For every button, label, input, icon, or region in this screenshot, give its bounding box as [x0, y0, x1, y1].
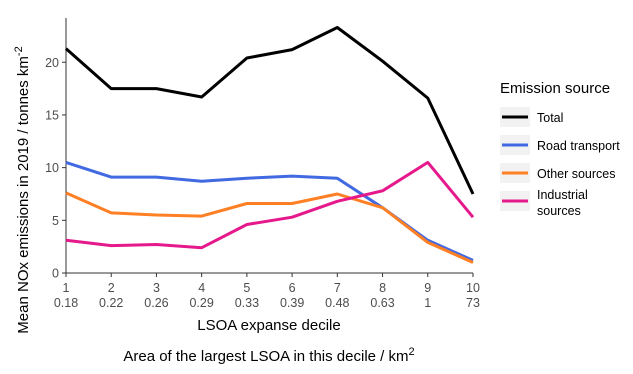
x-tick-label: 9 [424, 281, 431, 295]
y-tick-label: 20 [45, 56, 59, 70]
x-tick-label-secondary: 73 [466, 296, 480, 310]
y-tick-label: 0 [52, 267, 59, 281]
x-tick-label-secondary: 0.63 [370, 296, 394, 310]
y-tick-label: 5 [52, 214, 59, 228]
x-tick-label: 1 [63, 281, 70, 295]
legend-label-total: Total [537, 111, 563, 125]
x-axis-secondary-title-text: Area of the largest LSOA in this decile … [123, 348, 408, 365]
x-tick-label-secondary: 0.29 [189, 296, 213, 310]
series-line-other-sources [65, 191, 474, 264]
series-lines [65, 26, 475, 264]
x-tick-label: 10 [466, 281, 480, 295]
legend: Emission source Total Road transport Oth… [500, 80, 620, 218]
x-tick-label: 7 [334, 281, 341, 295]
x-tick-label: 3 [153, 281, 160, 295]
series-line-total [65, 26, 475, 195]
y-axis-title-superscript: -2 [13, 46, 25, 56]
y-tick-label: 15 [45, 108, 59, 122]
x-axis-title: LSOA expanse decile [197, 317, 340, 334]
x-tick-label-secondary: 0.26 [144, 296, 168, 310]
x-tick-label-secondary: 0.18 [54, 296, 78, 310]
x-tick-label: 2 [108, 281, 115, 295]
series-line-industrial-sources [65, 160, 475, 250]
x-tick-label: 6 [289, 281, 296, 295]
x-axis-secondary-title-superscript: 2 [409, 346, 415, 358]
x-tick-label-secondary: 0.48 [325, 296, 349, 310]
x-tick-label-secondary: 0.33 [235, 296, 259, 310]
legend-keys [502, 115, 528, 203]
legend-title: Emission source [500, 80, 610, 97]
y-axis-title: Mean NOx emissions in 2019 / tonnes km-2 [13, 46, 32, 333]
legend-label-industrial-sources-line1: Industrial [537, 188, 588, 202]
x-axis-ticks: 10.1820.2230.2640.2950.3360.3970.4880.63… [54, 273, 480, 310]
x-tick-label-secondary: 0.39 [280, 296, 304, 310]
x-tick-label: 4 [198, 281, 205, 295]
y-axis-ticks: 0 5 10 15 20 [45, 56, 66, 281]
legend-label-industrial-sources-line2: sources [537, 204, 581, 218]
y-axis-title-text: Mean NOx emissions in 2019 / tonnes km [15, 56, 32, 334]
x-tick-label: 5 [243, 281, 250, 295]
x-tick-label-secondary: 0.22 [99, 296, 123, 310]
x-axis-secondary-title: Area of the largest LSOA in this decile … [123, 346, 414, 365]
legend-label-other-sources: Other sources [537, 167, 616, 181]
legend-label-road-transport: Road transport [537, 139, 620, 153]
y-tick-label: 10 [45, 161, 59, 175]
x-tick-label: 8 [379, 281, 386, 295]
x-tick-label-secondary: 1 [424, 296, 431, 310]
